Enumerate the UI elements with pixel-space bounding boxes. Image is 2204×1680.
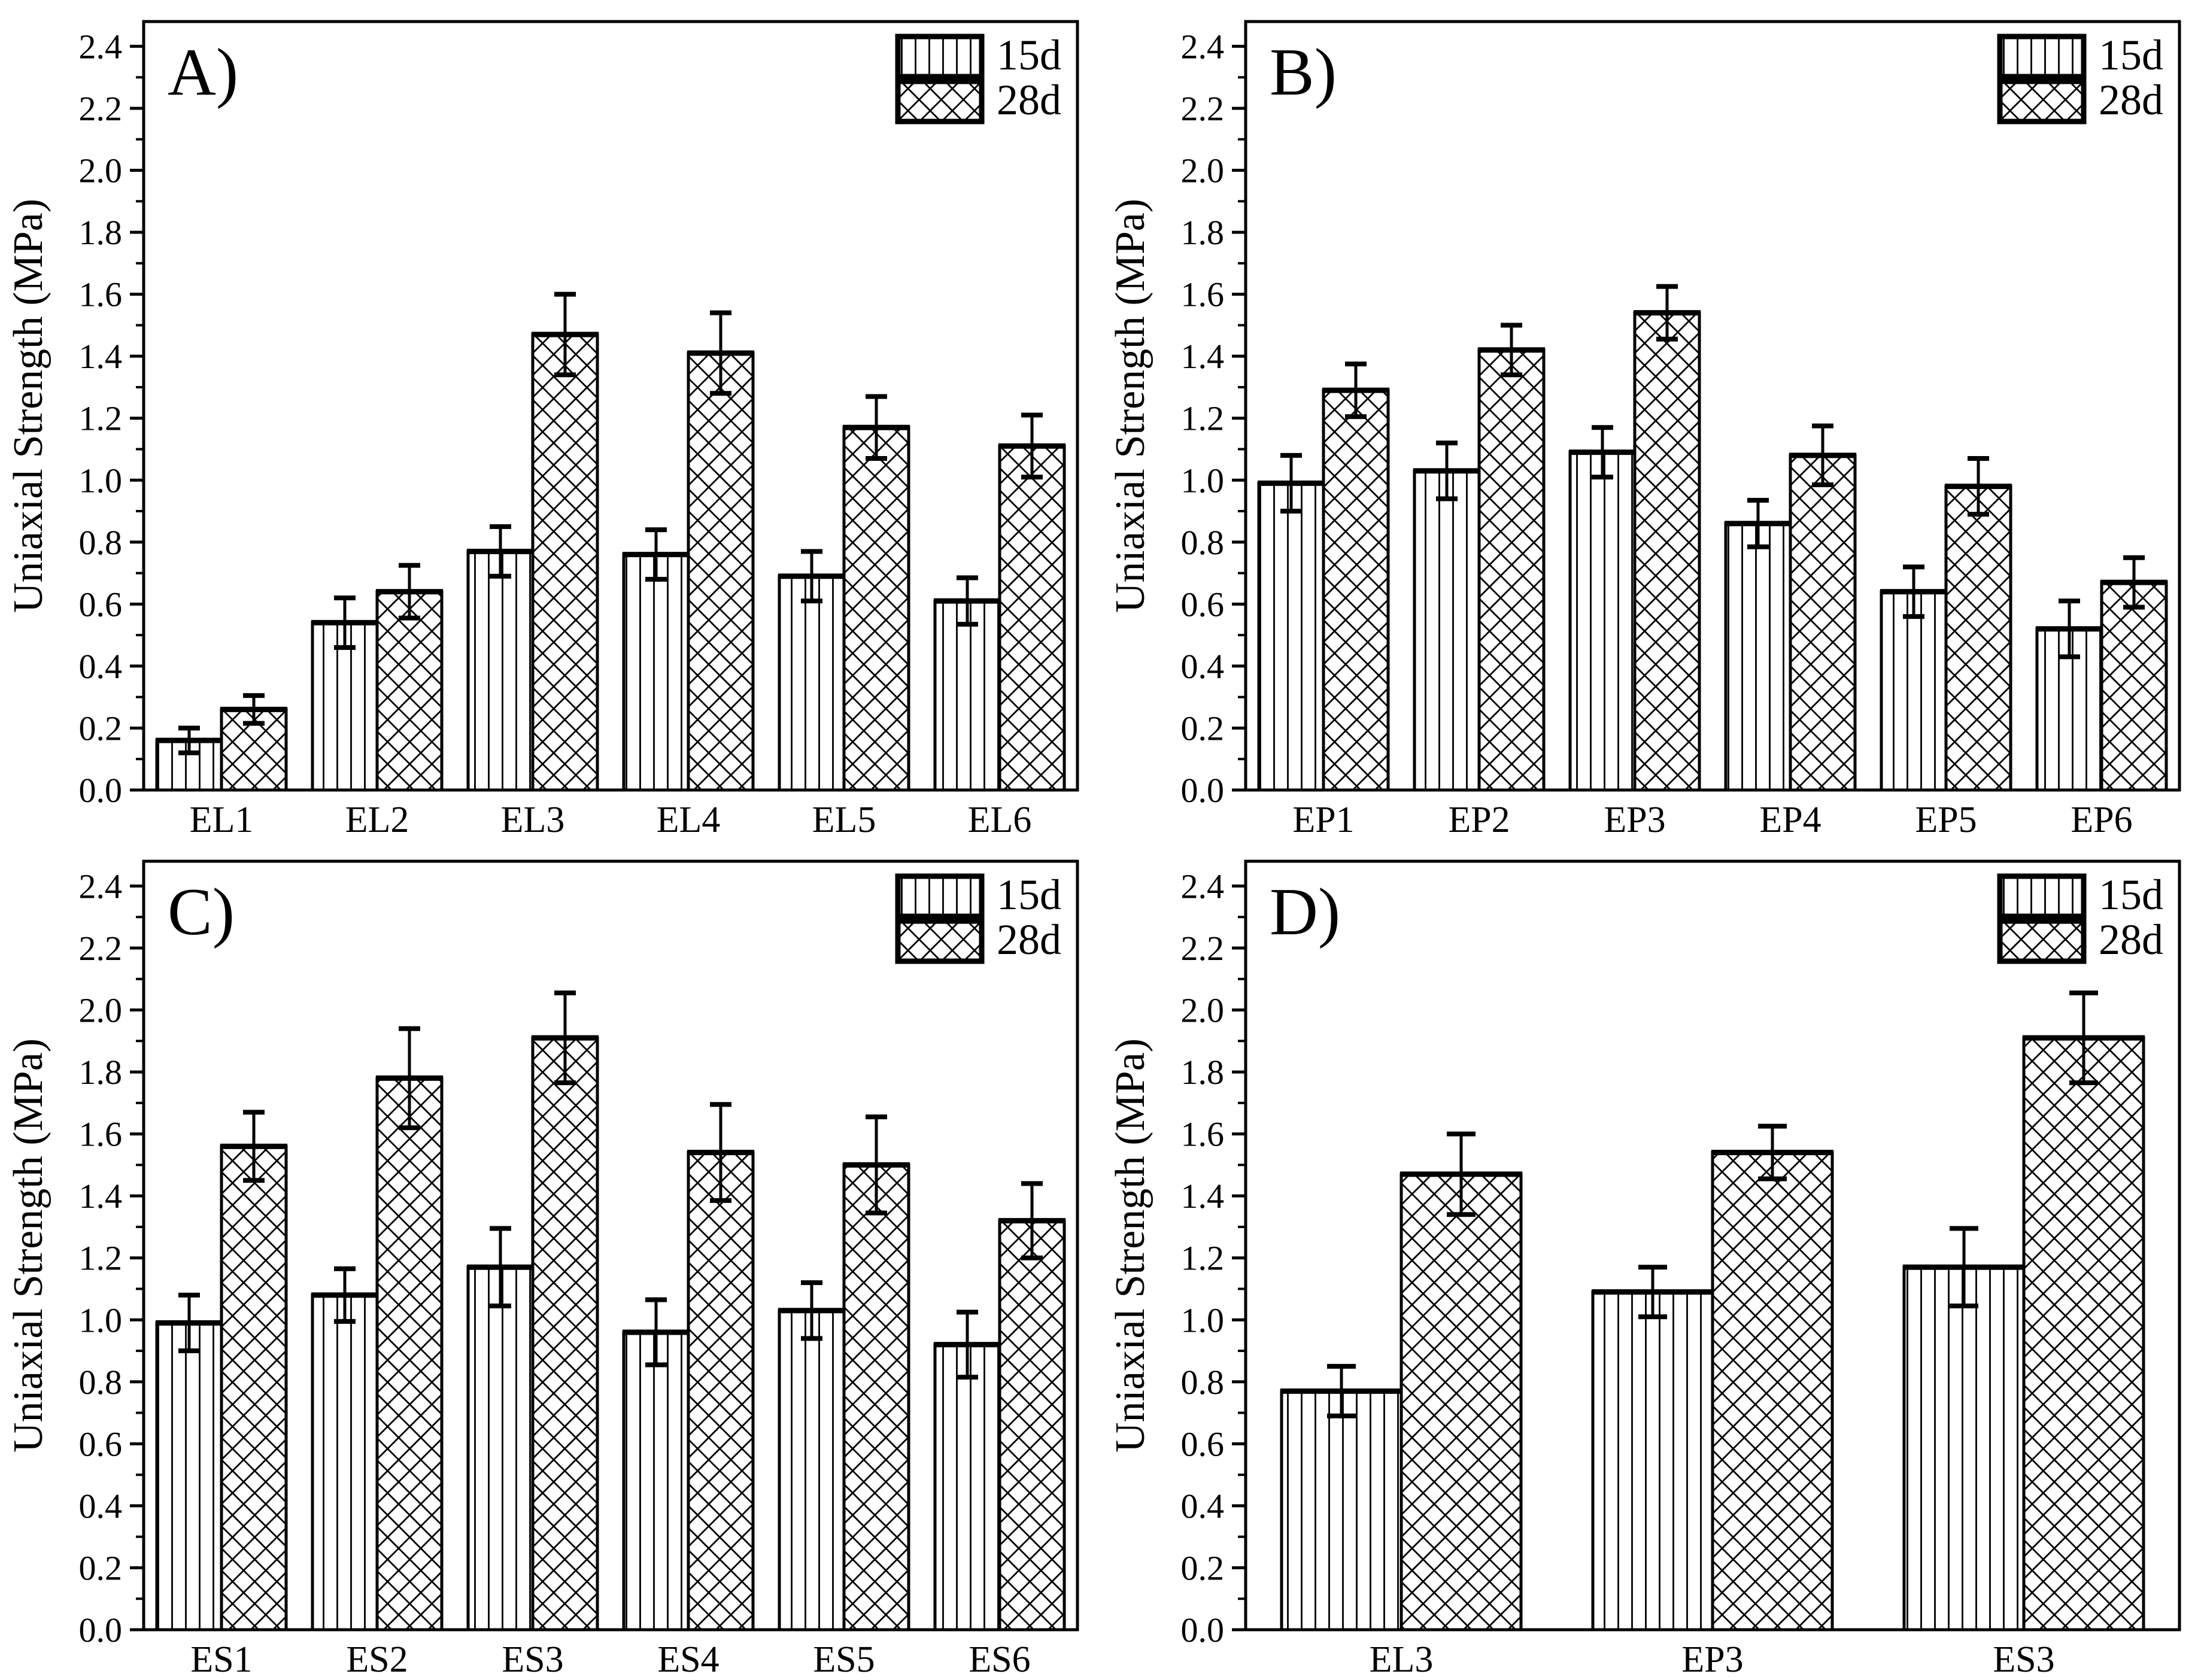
- panel-c-uniaxial-strength-ES: 0.0 0.2 0.4 0.6 0.8 1.0 1.2 1.4 1.6 1.8 2.0 2.2 2.4 U…: [0, 840, 1102, 1679]
- svg-text:0.4: 0.4: [1181, 1487, 1225, 1526]
- svg-text:0.8: 0.8: [1181, 1363, 1225, 1402]
- svg-text:2.0: 2.0: [79, 151, 123, 190]
- svg-text:0.6: 0.6: [1181, 1424, 1225, 1463]
- svg-text:0.4: 0.4: [1181, 647, 1225, 686]
- svg-text:28d: 28d: [2099, 76, 2163, 124]
- svg-text:Uniaxial Strength (MPa): Uniaxial Strength (MPa): [5, 199, 51, 613]
- svg-text:2.0: 2.0: [79, 991, 123, 1030]
- svg-text:0.8: 0.8: [1181, 523, 1225, 562]
- svg-text:EP1: EP1: [1292, 800, 1354, 840]
- svg-text:2.2: 2.2: [79, 89, 123, 128]
- svg-text:0.8: 0.8: [79, 523, 123, 562]
- svg-text:1.6: 1.6: [1181, 1115, 1225, 1154]
- svg-text:1.6: 1.6: [79, 1115, 123, 1154]
- svg-text:ES4: ES4: [657, 1639, 719, 1679]
- svg-text:15d: 15d: [2099, 871, 2163, 919]
- svg-text:EL3: EL3: [1370, 1639, 1434, 1679]
- svg-text:1.2: 1.2: [1181, 1239, 1225, 1278]
- svg-text:A): A): [168, 35, 238, 110]
- bar-chart-svg-panel-c: 0.0 0.2 0.4 0.6 0.8 1.0 1.2 1.4 1.6 1.8 2.0 2.2 2.4 U…: [5, 859, 1079, 1679]
- svg-text:EL1: EL1: [190, 800, 254, 840]
- bar-chart-svg-panel-d: 0.0 0.2 0.4 0.6 0.8 1.0 1.2 1.4 1.6 1.8 2.0 2.2 2.4 U…: [1107, 859, 2181, 1679]
- svg-text:2.0: 2.0: [1181, 151, 1225, 190]
- svg-text:ES2: ES2: [346, 1639, 408, 1679]
- panel-b-uniaxial-strength-EP: 0.0 0.2 0.4 0.6 0.8 1.0 1.2 1.4 1.6 1.8 2.0 2.2 2.4 U…: [1102, 0, 2204, 840]
- svg-text:28d: 28d: [2099, 916, 2163, 964]
- svg-text:0.0: 0.0: [1181, 1611, 1225, 1649]
- svg-text:EL3: EL3: [501, 800, 565, 840]
- bar-chart-svg-panel-a: 0.0 0.2 0.4 0.6 0.8 1.0 1.2 1.4 1.6 1.8 2.0 2.2 2.4 U…: [5, 20, 1079, 840]
- svg-text:28d: 28d: [997, 916, 1061, 964]
- svg-text:Uniaxial Strength (MPa): Uniaxial Strength (MPa): [1107, 199, 1153, 613]
- svg-text:0.0: 0.0: [1181, 771, 1225, 810]
- svg-text:EP3: EP3: [1681, 1639, 1743, 1679]
- svg-text:0.6: 0.6: [1181, 585, 1225, 624]
- svg-text:1.4: 1.4: [1181, 1177, 1225, 1216]
- svg-text:1.2: 1.2: [1181, 399, 1225, 438]
- svg-text:0.4: 0.4: [79, 1487, 123, 1526]
- svg-text:EP6: EP6: [2071, 800, 2132, 840]
- svg-text:EL5: EL5: [812, 800, 876, 840]
- svg-text:0.8: 0.8: [79, 1363, 123, 1402]
- svg-text:EL6: EL6: [968, 800, 1032, 840]
- svg-text:0.4: 0.4: [79, 647, 123, 686]
- svg-text:0.2: 0.2: [79, 709, 123, 748]
- svg-text:28d: 28d: [997, 76, 1061, 124]
- svg-text:1.2: 1.2: [79, 399, 123, 438]
- svg-text:1.4: 1.4: [79, 1177, 123, 1216]
- svg-text:ES1: ES1: [190, 1639, 252, 1679]
- svg-text:1.0: 1.0: [1181, 1301, 1225, 1339]
- svg-text:1.4: 1.4: [1181, 337, 1225, 376]
- svg-text:1.0: 1.0: [1181, 461, 1225, 500]
- svg-text:2.4: 2.4: [1181, 867, 1225, 906]
- svg-text:D): D): [1270, 875, 1340, 949]
- svg-text:C): C): [168, 875, 235, 949]
- panel-d-uniaxial-strength-comparison: 0.0 0.2 0.4 0.6 0.8 1.0 1.2 1.4 1.6 1.8 2.0 2.2 2.4 U…: [1102, 840, 2204, 1679]
- svg-text:1.8: 1.8: [1181, 213, 1225, 252]
- svg-text:1.0: 1.0: [79, 1301, 123, 1339]
- svg-text:2.0: 2.0: [1181, 991, 1225, 1030]
- svg-text:2.2: 2.2: [79, 929, 123, 968]
- svg-text:EL4: EL4: [657, 800, 721, 840]
- svg-text:1.2: 1.2: [79, 1239, 123, 1278]
- svg-text:ES3: ES3: [1993, 1639, 2054, 1679]
- svg-text:1.4: 1.4: [79, 337, 123, 376]
- svg-text:0.2: 0.2: [1181, 1548, 1225, 1587]
- svg-text:0.2: 0.2: [1181, 709, 1225, 748]
- svg-text:1.8: 1.8: [79, 1053, 123, 1092]
- svg-text:2.4: 2.4: [79, 27, 123, 66]
- svg-text:ES5: ES5: [813, 1639, 875, 1679]
- svg-text:EP5: EP5: [1915, 800, 1977, 840]
- svg-text:15d: 15d: [997, 31, 1061, 79]
- svg-text:15d: 15d: [2099, 31, 2163, 79]
- svg-text:2.2: 2.2: [1181, 89, 1225, 128]
- svg-text:1.0: 1.0: [79, 461, 123, 500]
- svg-text:EP3: EP3: [1604, 800, 1665, 840]
- svg-text:1.6: 1.6: [1181, 275, 1225, 314]
- svg-text:EP4: EP4: [1759, 800, 1821, 840]
- svg-text:ES6: ES6: [969, 1639, 1030, 1679]
- svg-text:2.2: 2.2: [1181, 929, 1225, 968]
- svg-text:0.6: 0.6: [79, 585, 123, 624]
- svg-text:ES3: ES3: [502, 1639, 563, 1679]
- svg-text:0.0: 0.0: [79, 1611, 123, 1649]
- svg-text:2.4: 2.4: [1181, 27, 1225, 66]
- svg-text:Uniaxial Strength (MPa): Uniaxial Strength (MPa): [1107, 1038, 1153, 1453]
- svg-text:EP2: EP2: [1448, 800, 1510, 840]
- svg-text:0.2: 0.2: [79, 1548, 123, 1587]
- svg-text:B): B): [1270, 35, 1337, 110]
- svg-text:1.6: 1.6: [79, 275, 123, 314]
- svg-text:0.0: 0.0: [79, 771, 123, 810]
- panel-a-uniaxial-strength-EL: 0.0 0.2 0.4 0.6 0.8 1.0 1.2 1.4 1.6 1.8 2.0 2.2 2.4 U…: [0, 0, 1102, 840]
- svg-text:EL2: EL2: [345, 800, 409, 840]
- svg-text:1.8: 1.8: [1181, 1053, 1225, 1092]
- svg-text:1.8: 1.8: [79, 213, 123, 252]
- svg-text:Uniaxial Strength (MPa): Uniaxial Strength (MPa): [5, 1038, 51, 1453]
- svg-text:15d: 15d: [997, 871, 1061, 919]
- svg-text:0.6: 0.6: [79, 1424, 123, 1463]
- svg-text:2.4: 2.4: [79, 867, 123, 906]
- bar-chart-svg-panel-b: 0.0 0.2 0.4 0.6 0.8 1.0 1.2 1.4 1.6 1.8 2.0 2.2 2.4 U…: [1107, 20, 2181, 840]
